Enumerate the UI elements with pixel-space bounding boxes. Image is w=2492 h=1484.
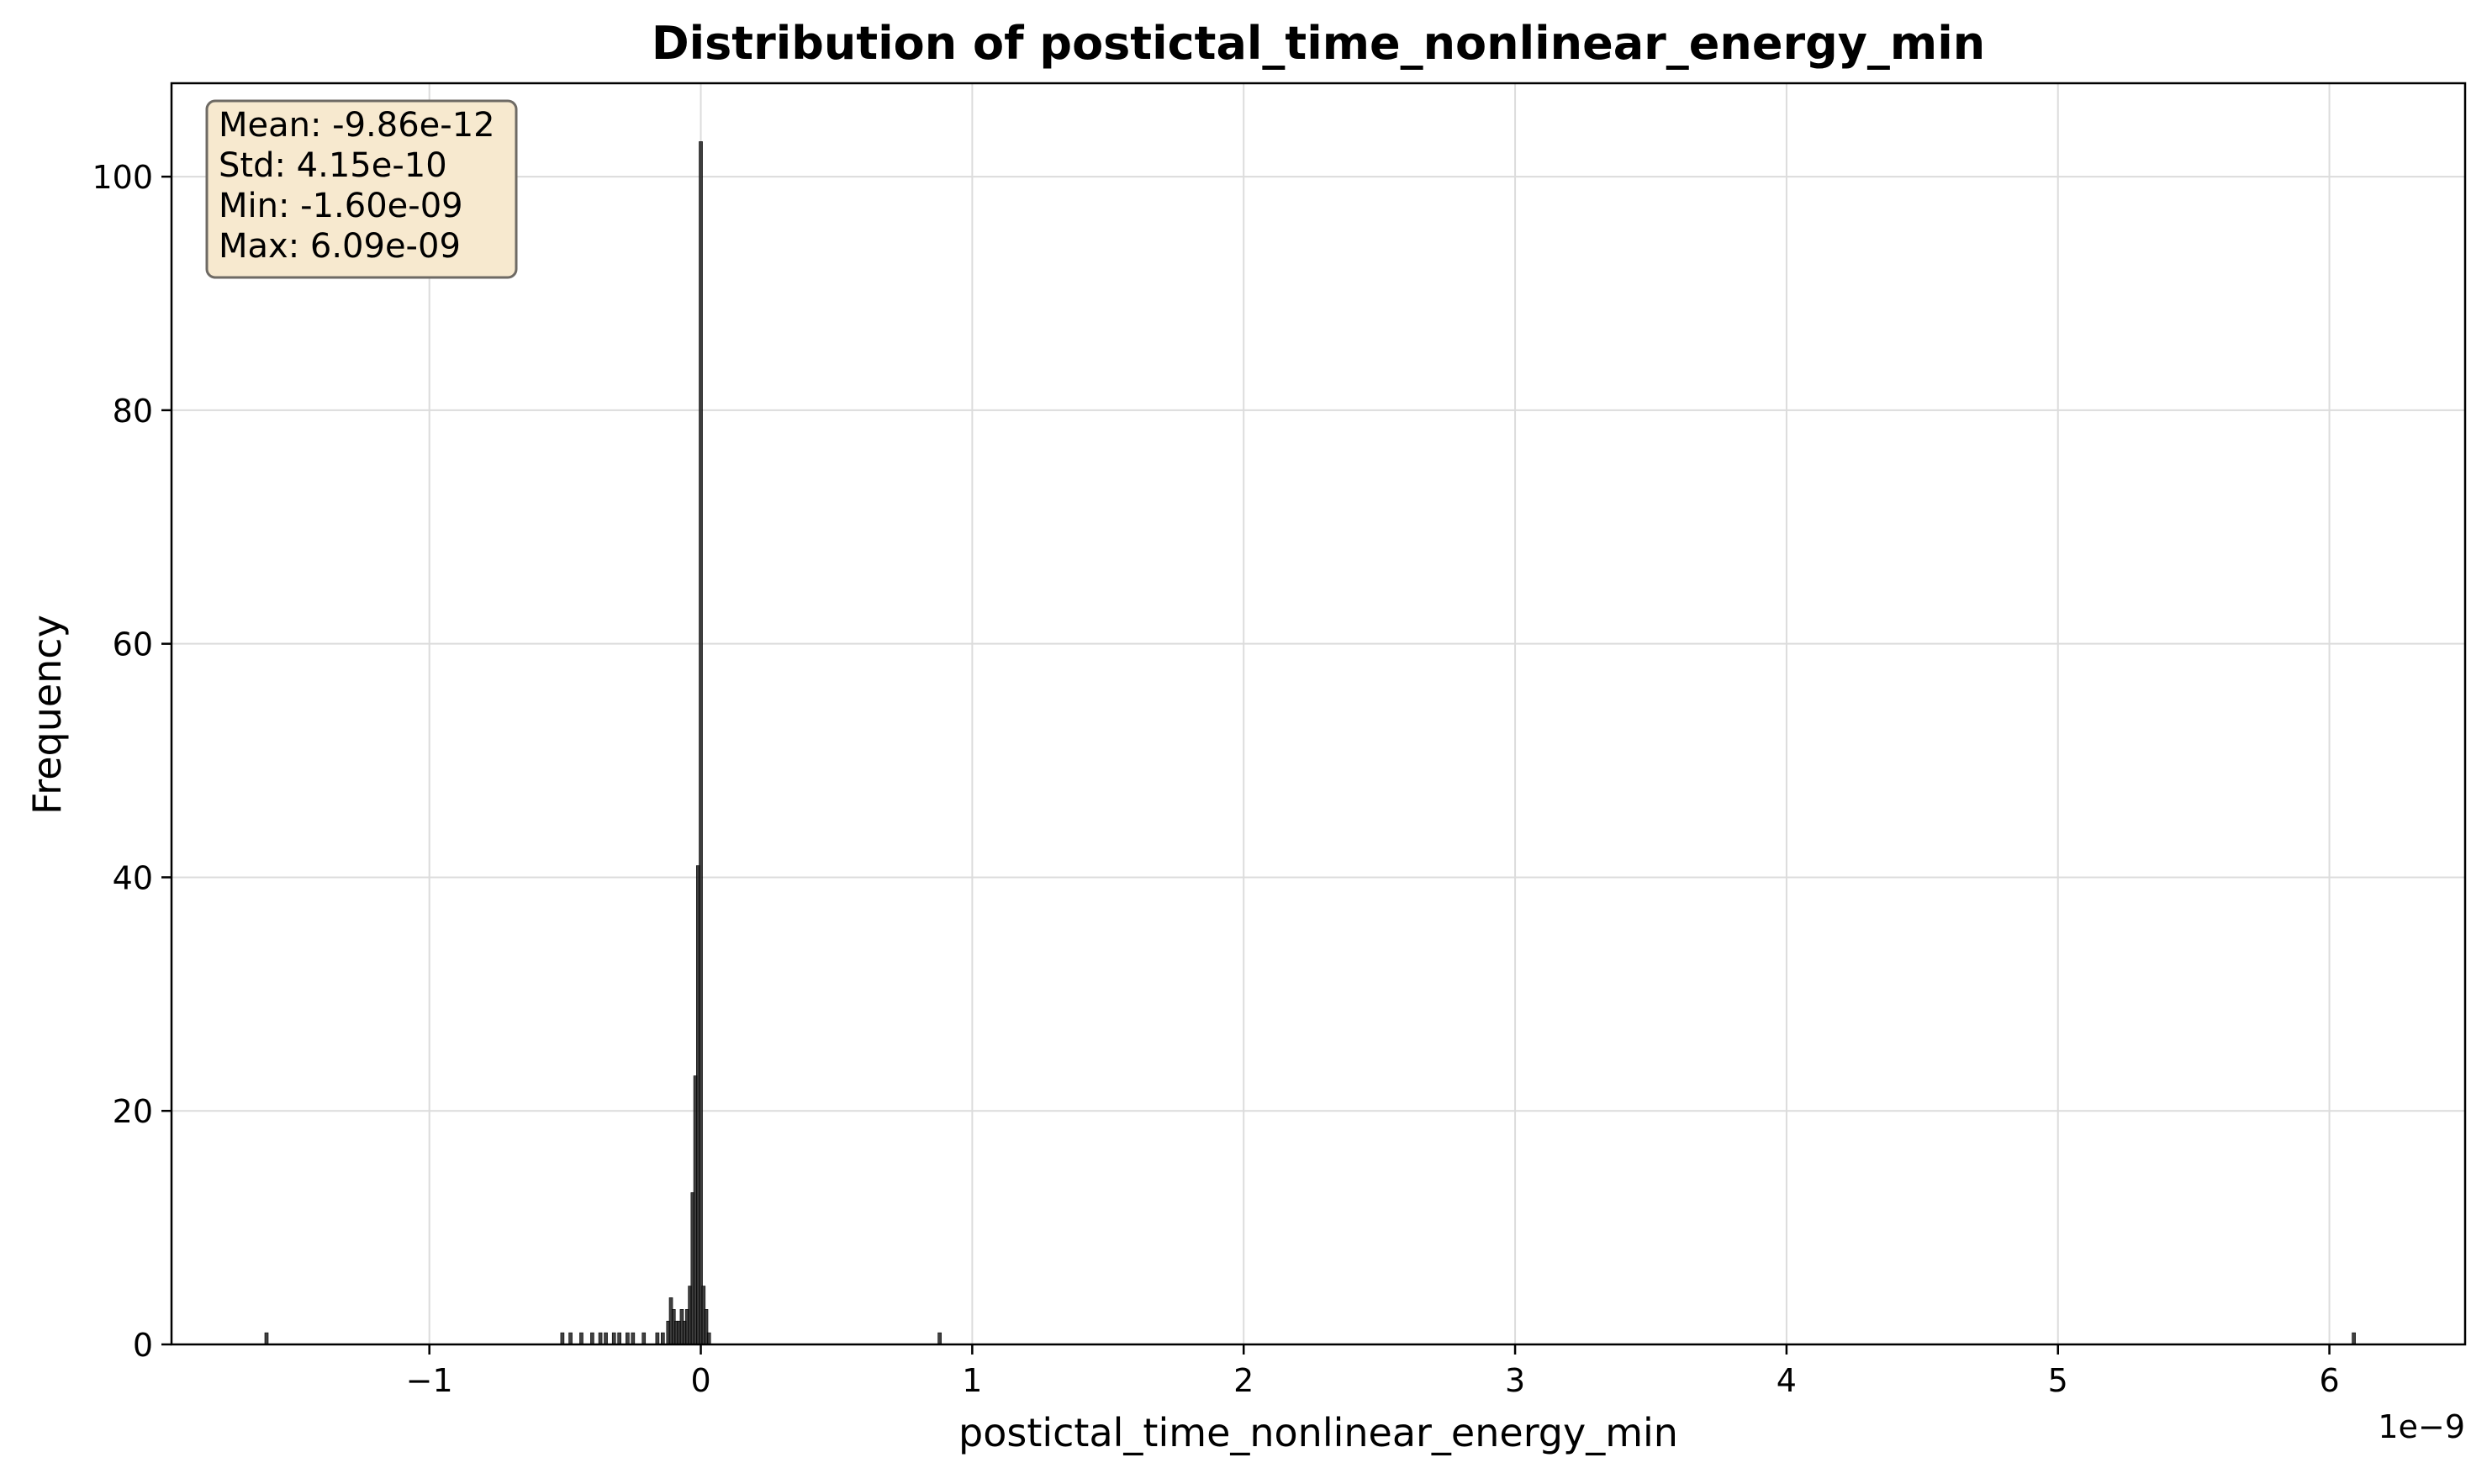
histogram-bar [590, 1332, 594, 1345]
x-tick-label: 4 [1777, 1362, 1797, 1399]
x-tick-label: 5 [2048, 1362, 2068, 1399]
y-tick-label: 60 [113, 626, 153, 663]
histogram-bar [560, 1332, 565, 1345]
x-tick-label: 0 [690, 1362, 710, 1399]
x-axis-offset-label: 1e−9 [2378, 1408, 2465, 1445]
histogram-bar [631, 1332, 636, 1345]
x-tick-label: 3 [1505, 1362, 1525, 1399]
stats-std: Std: 4.15e-10 [219, 146, 447, 185]
x-tick-label: 2 [1233, 1362, 1254, 1399]
histogram-bar [655, 1332, 660, 1345]
histogram-bar [706, 1332, 711, 1345]
y-tick-label: 0 [133, 1327, 153, 1364]
histogram-bar [937, 1332, 942, 1345]
histogram-bar [641, 1332, 647, 1345]
y-tick-label: 100 [92, 159, 153, 196]
stats-max: Max: 6.09e-09 [219, 227, 461, 266]
y-axis-label: Frequency [24, 615, 70, 815]
stats-box-background [205, 99, 518, 279]
stats-box: Mean: -9.86e-12 Std: 4.15e-10 Min: -1.60… [205, 99, 518, 279]
y-tick-label: 80 [113, 393, 153, 430]
histogram-bar [568, 1332, 573, 1345]
histogram-bar [611, 1332, 616, 1345]
x-tick-label: 1 [962, 1362, 982, 1399]
x-tick-label: −1 [406, 1362, 453, 1399]
y-tick-label: 40 [113, 859, 153, 896]
histogram-bar [626, 1332, 630, 1345]
histogram-bar [604, 1332, 608, 1345]
plot-frame [170, 82, 2467, 1346]
histogram-bar [2352, 1332, 2356, 1345]
x-tick-label: 6 [2319, 1362, 2339, 1399]
histogram-bar [617, 1332, 622, 1345]
chart-title: Distribution of postictal_time_nonlinear… [652, 17, 1985, 70]
histogram-bar [699, 141, 703, 1345]
x-axis-label: postictal_time_nonlinear_energy_min [958, 1410, 1678, 1455]
histogram-bar [661, 1332, 665, 1345]
histogram-bar [264, 1332, 269, 1345]
histogram-bar [579, 1332, 583, 1345]
stats-min: Min: -1.60e-09 [219, 187, 463, 225]
stats-mean: Mean: -9.86e-12 [219, 106, 495, 145]
y-tick-label: 20 [113, 1093, 153, 1130]
histogram-bar [598, 1332, 603, 1345]
